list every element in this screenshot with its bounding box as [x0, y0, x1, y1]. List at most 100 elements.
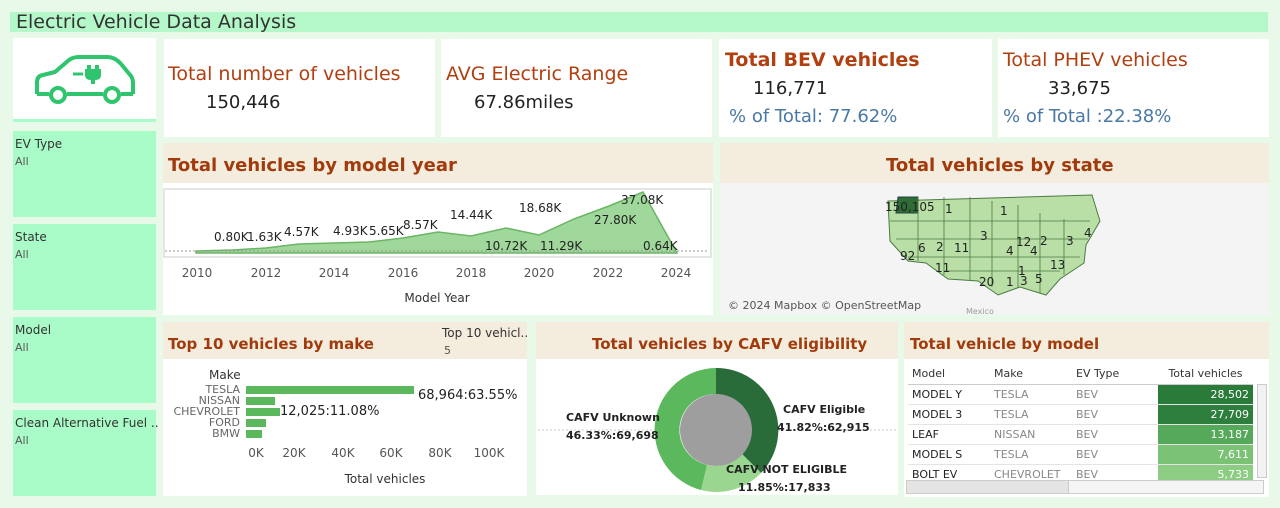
filter-model[interactable]: Model All: [13, 317, 156, 403]
make-chart-param-value[interactable]: 5: [444, 344, 451, 357]
filter-value[interactable]: All: [15, 341, 29, 354]
map-attribution[interactable]: © 2024 Mapbox © OpenStreetMap: [728, 299, 921, 312]
ev-type-cell: BEV: [1072, 444, 1158, 465]
logo-card: [13, 38, 156, 122]
state-label: 1: [1000, 204, 1008, 218]
state-label: 3: [980, 229, 988, 243]
make-cell: TESLA: [990, 444, 1072, 465]
make-bar[interactable]: [246, 408, 280, 416]
cafv-chart-title: Total vehicles by CAFV eligibility: [592, 335, 868, 353]
column-header[interactable]: Make: [990, 364, 1072, 385]
state-label: 5: [1035, 272, 1043, 286]
kpi-total-vehicles: Total number of vehicles 150,446: [164, 39, 435, 137]
kpi-value: 116,771: [753, 78, 828, 99]
kpi-label: AVG Electric Range: [446, 63, 629, 85]
kpi-label: Total BEV vehicles: [725, 49, 920, 71]
make-name: FORD: [209, 416, 240, 429]
model-table-title: Total vehicle by model: [910, 335, 1100, 353]
ev-type-cell: BEV: [1072, 404, 1158, 425]
scrollbar-thumb[interactable]: [907, 481, 1069, 493]
make-axis-header: Make: [209, 368, 241, 382]
filter-value[interactable]: All: [15, 155, 29, 168]
state-label: 11: [935, 261, 950, 275]
make-axis-title: Total vehicles: [344, 472, 426, 486]
state-label: 2: [936, 240, 944, 254]
model-table-horizontal-scrollbar[interactable]: [906, 480, 1264, 494]
make-tick: 20K: [282, 446, 306, 460]
year-tick: 2022: [593, 266, 624, 280]
state-map-card: Total vehicles by state 150,105 1 6 2 11…: [720, 143, 1269, 315]
make-tick: 0K: [248, 446, 265, 460]
state-label: 12: [1016, 235, 1031, 249]
make-name: BMW: [212, 427, 240, 440]
model-cell: BOLT EV: [908, 464, 990, 485]
state-map-header: Total vehicles by state: [720, 143, 1269, 183]
year-label: 37.08K: [621, 193, 664, 207]
year-tick: 2014: [319, 266, 350, 280]
cafv-value: 41.82%:62,915: [777, 421, 870, 434]
model-cell: MODEL 3: [908, 404, 990, 425]
state-label: 150,105: [885, 200, 935, 214]
ev-type-cell: BEV: [1072, 424, 1158, 445]
model-table[interactable]: Model Make EV Type Total vehicles MODEL …: [908, 364, 1253, 485]
make-tick: 60K: [379, 446, 403, 460]
make-bar[interactable]: [246, 419, 266, 427]
make-bar[interactable]: [246, 430, 262, 438]
state-label: 4: [1030, 244, 1038, 258]
column-header[interactable]: Model: [908, 364, 990, 385]
kpi-value: 150,446: [206, 92, 281, 113]
filter-ev-type[interactable]: EV Type All: [13, 131, 156, 217]
total-cell: 28,502: [1158, 384, 1253, 405]
total-cell: 27,709: [1158, 404, 1253, 425]
state-map-title: Total vehicles by state: [886, 155, 1114, 176]
filter-label: State: [15, 230, 47, 244]
table-row[interactable]: LEAF NISSAN BEV 13,187: [908, 424, 1253, 445]
year-label: 18.68K: [519, 201, 562, 215]
kpi-value: 33,675: [1048, 78, 1111, 99]
make-bar-label: 68,964:63.55%: [418, 388, 517, 403]
make-bar[interactable]: [246, 397, 275, 405]
filter-value[interactable]: All: [15, 248, 29, 261]
make-chart-header: Top 10 vehicles by make Top 10 vehicl.. …: [163, 322, 528, 359]
state-label: 13: [1050, 258, 1065, 272]
model-table-vertical-scrollbar[interactable]: [1257, 384, 1267, 478]
year-label: 14.44K: [450, 208, 493, 222]
make-chart[interactable]: Make TESLA NISSAN CHEVROLET FORD BMW 68,…: [163, 359, 527, 496]
column-header[interactable]: Total vehicles: [1158, 364, 1253, 385]
cafv-donut[interactable]: CAFV Unknown 46.33%:69,698 CAFV Eligible…: [536, 359, 898, 495]
state-label: 1: [1006, 275, 1014, 289]
table-row[interactable]: MODEL 3 TESLA BEV 27,709: [908, 404, 1253, 425]
year-label: 4.93K: [333, 224, 369, 238]
make-tick: 40K: [331, 446, 355, 460]
year-tick: 2020: [524, 266, 555, 280]
filter-value[interactable]: All: [15, 434, 29, 447]
table-row[interactable]: MODEL Y TESLA BEV 28,502: [908, 384, 1253, 405]
year-chart-header: Total vehicles by model year: [163, 143, 713, 183]
cafv-value: 46.33%:69,698: [566, 429, 659, 442]
year-label: 27.80K: [594, 213, 637, 227]
year-label: 4.57K: [284, 225, 320, 239]
year-area: [195, 191, 679, 254]
table-row[interactable]: MODEL S TESLA BEV 7,611: [908, 444, 1253, 465]
kpi-percent: % of Total :22.38%: [1003, 106, 1172, 127]
state-label: 6: [918, 241, 926, 255]
state-map[interactable]: 150,105 1 6 2 11 3 1 12 2 3 4 4 92 11 1 …: [720, 183, 1269, 315]
state-label: 1: [1018, 264, 1026, 278]
total-cell: 7,611: [1158, 444, 1253, 465]
filter-clean-alt-fuel[interactable]: Clean Alternative Fuel .. All: [13, 410, 159, 496]
make-chart-card: Top 10 vehicles by make Top 10 vehicl.. …: [163, 322, 528, 496]
make-bar[interactable]: [246, 386, 414, 394]
state-label: 3: [1020, 274, 1028, 288]
state-label: 2: [1040, 234, 1048, 248]
year-chart[interactable]: 0.80K 1.63K 4.57K 4.93K 5.65K 8.57K 14.4…: [163, 183, 713, 315]
model-cell: LEAF: [908, 424, 990, 445]
filter-state[interactable]: State All: [13, 224, 156, 310]
cafv-label: CAFV Unknown: [566, 411, 660, 424]
cafv-slice-unknown: [654, 368, 716, 490]
column-header[interactable]: EV Type: [1072, 364, 1158, 385]
cafv-slice-not-eligible: [701, 454, 761, 492]
make-cell: CHEVROLET: [990, 464, 1072, 485]
state-label: 92: [900, 249, 915, 263]
kpi-phev: Total PHEV vehicles 33,675 % of Total :2…: [998, 39, 1269, 137]
year-tick: 2018: [456, 266, 487, 280]
